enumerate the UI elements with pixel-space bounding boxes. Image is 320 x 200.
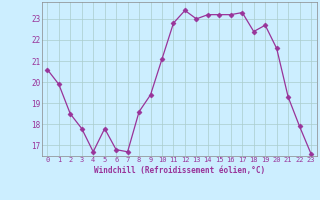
X-axis label: Windchill (Refroidissement éolien,°C): Windchill (Refroidissement éolien,°C) (94, 166, 265, 175)
